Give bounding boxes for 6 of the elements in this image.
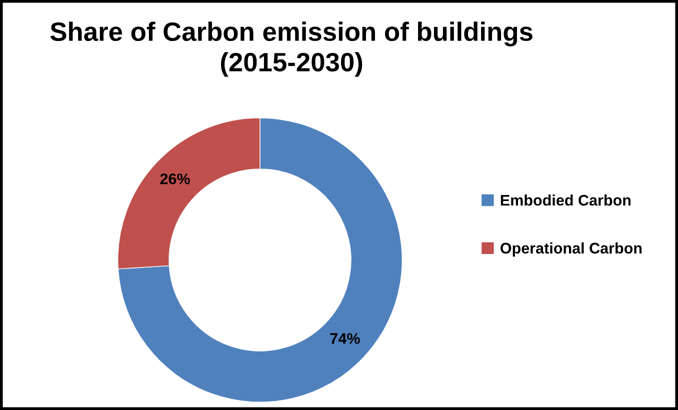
chart-title: Share of Carbon emission of buildings (2015-2030) bbox=[50, 22, 532, 77]
data-label: 26% bbox=[160, 173, 190, 184]
donut-slice bbox=[118, 117, 402, 403]
data-label: 74% bbox=[330, 333, 360, 344]
legend-label: Embodied Carbon bbox=[500, 194, 631, 206]
legend-label: Operational Carbon bbox=[500, 242, 642, 257]
